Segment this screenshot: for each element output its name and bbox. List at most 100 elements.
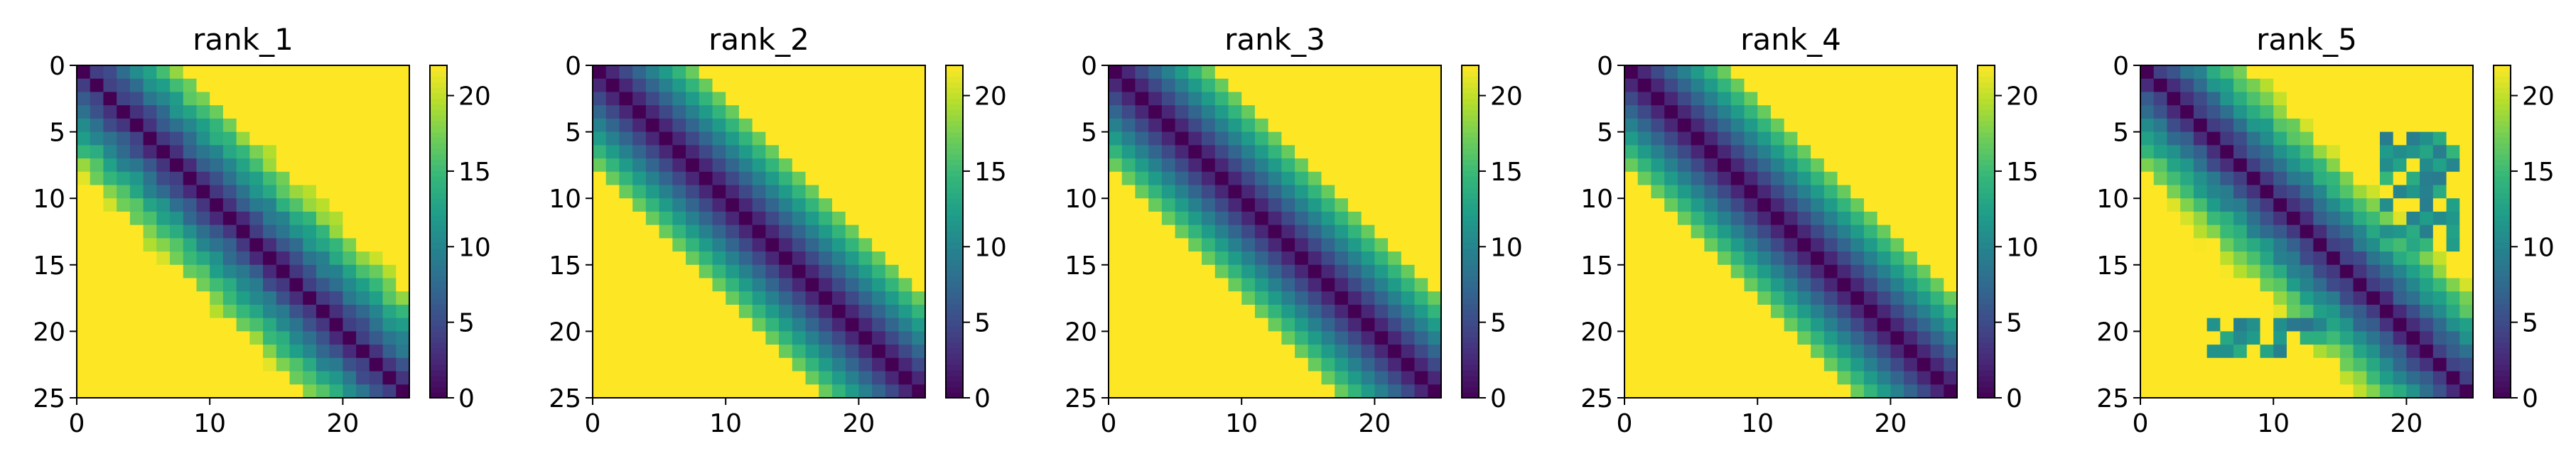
heatmap-cell [2246, 318, 2261, 332]
heatmap-cell [77, 278, 91, 292]
heatmap-cell [170, 384, 184, 399]
heatmap-cell [90, 291, 104, 305]
heatmap-cell [1268, 171, 1282, 186]
colorbar-segment [1462, 115, 1479, 121]
heatmap-cell [1148, 92, 1163, 106]
heatmap-cell [1161, 318, 1176, 332]
heatmap-cell [143, 251, 157, 266]
heatmap-cell [1388, 357, 1402, 372]
heatmap-cell [779, 291, 793, 305]
heatmap-cell [2206, 131, 2221, 146]
heatmap-cell [645, 198, 660, 212]
heatmap-cell [1917, 238, 1931, 252]
heatmap-cell [1797, 65, 1811, 80]
heatmap-cell [699, 131, 713, 146]
heatmap-cell [2406, 238, 2420, 252]
heatmap-cell [129, 304, 144, 319]
heatmap-cell [845, 65, 859, 80]
heatmap-cell [1214, 345, 1229, 359]
colorbar-segment [430, 143, 447, 149]
heatmap-cell [156, 304, 171, 319]
heatmap-cell [343, 345, 357, 359]
heatmap-cell [2260, 278, 2274, 292]
heatmap-cell [645, 318, 660, 332]
heatmap-cell [738, 331, 753, 345]
heatmap-cell [1401, 345, 1416, 359]
heatmap-cell [738, 238, 753, 252]
heatmap-cell [2366, 158, 2381, 173]
heatmap-cell [2233, 131, 2248, 146]
heatmap-cell [1254, 224, 1269, 239]
heatmap-cell [196, 185, 210, 199]
colorbar-segment [1462, 193, 1479, 199]
heatmap-cell [1335, 371, 1349, 385]
heatmap-cell [2246, 264, 2261, 279]
heatmap-cell [1148, 251, 1163, 266]
heatmap-cell [672, 211, 686, 226]
heatmap-cell [1811, 198, 1825, 212]
heatmap-cell [1135, 331, 1149, 345]
heatmap-cell [2246, 65, 2261, 80]
heatmap-cell [222, 357, 237, 372]
colorbar-tick-label: 10 [458, 233, 491, 262]
heatmap-cell [1388, 92, 1402, 106]
heatmap-cell [129, 158, 144, 173]
heatmap-cell [779, 78, 793, 93]
heatmap-cell [156, 92, 171, 106]
colorbar-segment [2494, 165, 2511, 171]
heatmap-cell [1718, 78, 1732, 93]
colorbar-segment [2494, 347, 2511, 354]
heatmap-cell [316, 105, 330, 119]
heatmap-cell [1863, 105, 1878, 119]
heatmap-cell [1850, 131, 1865, 146]
heatmap-cell [316, 211, 330, 226]
heatmap-cell [396, 384, 410, 399]
heatmap-cell [1944, 291, 1958, 305]
heatmap-cell [2260, 357, 2274, 372]
heatmap-cell [249, 371, 264, 385]
heatmap-cell [303, 211, 317, 226]
colorbar-segment [946, 209, 963, 216]
heatmap-cell [1877, 345, 1891, 359]
heatmap-cell [263, 278, 277, 292]
heatmap-cell [712, 331, 726, 345]
heatmap-cell [2193, 371, 2208, 385]
heatmap-cell [103, 291, 117, 305]
heatmap-cell [1624, 291, 1639, 305]
heatmap-cell [1811, 158, 1825, 173]
heatmap-cell [77, 251, 91, 266]
heatmap-cell [1228, 357, 1242, 372]
heatmap-cell [2140, 357, 2155, 372]
heatmap-cell [143, 92, 157, 106]
x-tick-label: 20 [1874, 409, 1907, 438]
heatmap-cell [369, 345, 384, 359]
heatmap-cell [196, 371, 210, 385]
heatmap-cell [303, 304, 317, 319]
heatmap-cell [792, 211, 807, 226]
heatmap-cell [1930, 304, 1944, 319]
heatmap-cell [2260, 92, 2274, 106]
heatmap-cell [1121, 131, 1136, 146]
heatmap-cell [2193, 224, 2208, 239]
heatmap-cell [117, 345, 131, 359]
heatmap-cell [2420, 105, 2434, 119]
heatmap-cell [1281, 357, 1295, 372]
heatmap-cell [2313, 238, 2327, 252]
heatmap-cell [183, 371, 198, 385]
colorbar-segment [1462, 364, 1479, 371]
heatmap-cell [1161, 224, 1176, 239]
heatmap-cell [2167, 65, 2181, 80]
heatmap-cell [885, 105, 900, 119]
heatmap-cell [1784, 65, 1798, 80]
heatmap-cell [303, 185, 317, 199]
heatmap-cell [170, 78, 184, 93]
heatmap-cell [183, 238, 198, 252]
heatmap-cell [343, 171, 357, 186]
heatmap-cell [712, 278, 726, 292]
heatmap-cell [1135, 185, 1149, 199]
heatmap-cell [1308, 145, 1322, 159]
heatmap-cell [845, 105, 859, 119]
heatmap-cell [872, 118, 886, 133]
heatmap-cell [2233, 171, 2248, 186]
heatmap-cell [1651, 92, 1665, 106]
